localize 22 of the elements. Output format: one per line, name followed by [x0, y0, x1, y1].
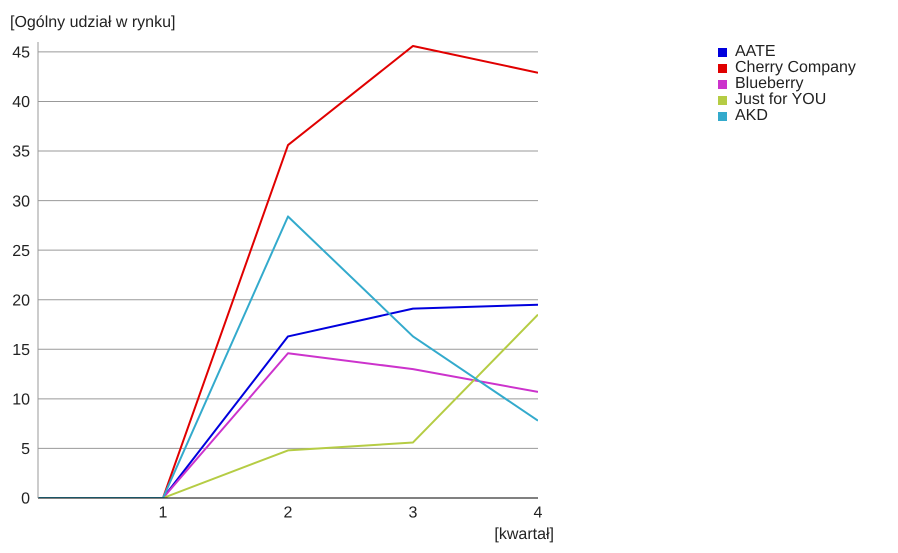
y-tick-label: 15: [12, 342, 30, 359]
line-series: [38, 215, 538, 498]
x-axis-title: [kwartał]: [493, 525, 554, 545]
x-tick-label: 2: [284, 504, 293, 522]
y-tick-label: 20: [12, 292, 30, 310]
y-tick-label: 30: [12, 193, 30, 210]
y-tick-label: 40: [12, 94, 30, 112]
legend-label: AKD: [735, 107, 768, 124]
y-tick-label: 0: [21, 490, 30, 508]
y-tick-label: 5: [21, 441, 30, 458]
legend-label: AATE: [735, 43, 776, 60]
y-tick-label: 35: [12, 144, 30, 161]
y-tick-label: 25: [12, 242, 30, 260]
x-tick-label: 4: [534, 504, 543, 522]
legend-label: Blueberry: [735, 75, 804, 92]
y-tick-label: 45: [12, 44, 30, 62]
legend-label: Just for YOU: [735, 91, 826, 108]
x-tick-label: 1: [158, 504, 168, 522]
legend-label: Cherry Company: [735, 59, 856, 76]
x-tick-label: 3: [408, 504, 418, 522]
y-axis-title: [Ogólny udział w rynku]: [10, 14, 176, 32]
y-tick-label: 10: [12, 392, 30, 409]
